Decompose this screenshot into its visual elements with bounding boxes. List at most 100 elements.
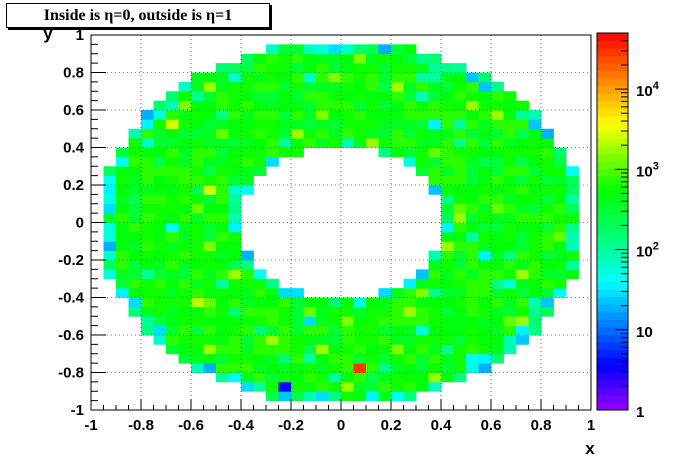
- heatmap-bin: [228, 138, 242, 148]
- heatmap-bin: [228, 250, 242, 261]
- heatmap-bin: [441, 353, 454, 364]
- heatmap-bin: [316, 72, 329, 83]
- heatmap-bin: [103, 194, 117, 205]
- heatmap-bin: [366, 325, 379, 336]
- heatmap-bin: [228, 185, 242, 195]
- heatmap-bin: [403, 147, 417, 158]
- heatmap-bin: [128, 166, 142, 177]
- heatmap-bin: [478, 325, 492, 336]
- heatmap-bin: [278, 53, 292, 64]
- heatmap-bin: [453, 185, 467, 195]
- heatmap-bin: [191, 278, 204, 289]
- heatmap-bin: [128, 156, 142, 167]
- heatmap-bin: [203, 110, 217, 120]
- heatmap-bin: [491, 353, 504, 364]
- heatmap-bin: [266, 325, 279, 336]
- heatmap-bin: [241, 260, 254, 270]
- heatmap-bin: [253, 63, 267, 73]
- heatmap-bin: [353, 372, 367, 383]
- heatmap-bin: [116, 269, 129, 280]
- heatmap-bin: [453, 325, 467, 336]
- y-tick-label: 0: [76, 215, 84, 232]
- heatmap-bin: [141, 185, 154, 195]
- heatmap-bin: [478, 81, 492, 92]
- heatmap-bin: [178, 175, 192, 186]
- heatmap-bin: [453, 63, 467, 73]
- heatmap-bin: [553, 185, 567, 195]
- heatmap-bin: [428, 353, 442, 364]
- heatmap-bin: [216, 241, 229, 252]
- y-tick-label: -0.8: [58, 365, 84, 382]
- heatmap-bin: [241, 297, 254, 308]
- heatmap-bin: [266, 63, 279, 73]
- heatmap-bin: [466, 269, 479, 280]
- heatmap-bin: [166, 100, 179, 111]
- heatmap-bin: [153, 222, 167, 233]
- heatmap-bin: [453, 269, 467, 280]
- heatmap-bin: [491, 278, 504, 289]
- chart-title: Inside is η=0, outside is η=1: [43, 6, 233, 24]
- heatmap-bin: [466, 363, 479, 373]
- heatmap-bin: [341, 53, 354, 64]
- heatmap-bin: [403, 297, 417, 308]
- x-tick-label: -1: [84, 417, 97, 434]
- heatmap-bin: [191, 288, 204, 298]
- heatmap-bin: [466, 72, 479, 83]
- heatmap-bin: [478, 110, 492, 120]
- heatmap-bin: [516, 316, 529, 327]
- heatmap-bin: [216, 72, 229, 83]
- heatmap-bin: [528, 288, 542, 298]
- heatmap-bin: [491, 306, 504, 317]
- heatmap-bin: [478, 213, 492, 223]
- heatmap-bin: [528, 156, 542, 167]
- heatmap-bin: [403, 372, 417, 383]
- heatmap-bin: [178, 119, 192, 130]
- heatmap-bin: [478, 91, 492, 102]
- heatmap-bin: [453, 147, 467, 158]
- palette-band: [597, 221, 628, 230]
- x-tick-label: 0.8: [531, 417, 552, 434]
- heatmap-bin: [503, 110, 517, 120]
- heatmap-bin: [391, 325, 404, 336]
- heatmap-bin: [203, 194, 217, 205]
- heatmap-bin: [103, 231, 117, 242]
- heatmap-bin: [528, 194, 542, 205]
- heatmap-bin: [428, 63, 442, 73]
- heatmap-bin: [316, 81, 329, 92]
- heatmap-bin: [441, 156, 454, 167]
- heatmap-bin: [491, 213, 504, 223]
- heatmap-bin: [378, 128, 392, 139]
- heatmap-bin: [428, 250, 442, 261]
- heatmap-bin: [378, 297, 392, 308]
- heatmap-bin: [403, 288, 417, 298]
- heatmap-bin: [478, 138, 492, 148]
- heatmap-bin: [366, 128, 379, 139]
- heatmap-bin: [503, 156, 517, 167]
- heatmap-bin: [241, 91, 254, 102]
- heatmap-bin: [353, 110, 367, 120]
- heatmap-bin: [116, 194, 129, 205]
- heatmap-bin: [503, 194, 517, 205]
- x-tick-label: 0: [337, 417, 345, 434]
- heatmap-bin: [378, 391, 392, 402]
- heatmap-bin: [353, 119, 367, 130]
- heatmap-bin: [153, 213, 167, 223]
- heatmap-bin: [241, 81, 254, 92]
- heatmap-bin: [141, 166, 154, 177]
- heatmap-bin: [228, 213, 242, 223]
- heatmap-bin: [253, 91, 267, 102]
- heatmap-bin: [203, 175, 217, 186]
- heatmap-bin: [441, 203, 454, 214]
- heatmap-bin: [516, 175, 529, 186]
- heatmap-bin: [566, 260, 579, 270]
- heatmap-bin: [153, 119, 167, 130]
- heatmap-bin: [441, 147, 454, 158]
- heatmap-bin: [453, 81, 467, 92]
- heatmap-bin: [341, 63, 354, 73]
- heatmap-bin: [328, 335, 342, 345]
- heatmap-bin: [341, 372, 354, 383]
- palette-band: [597, 123, 628, 132]
- palette-band: [597, 394, 628, 403]
- heatmap-bin: [478, 363, 492, 373]
- heatmap-bin: [341, 91, 354, 102]
